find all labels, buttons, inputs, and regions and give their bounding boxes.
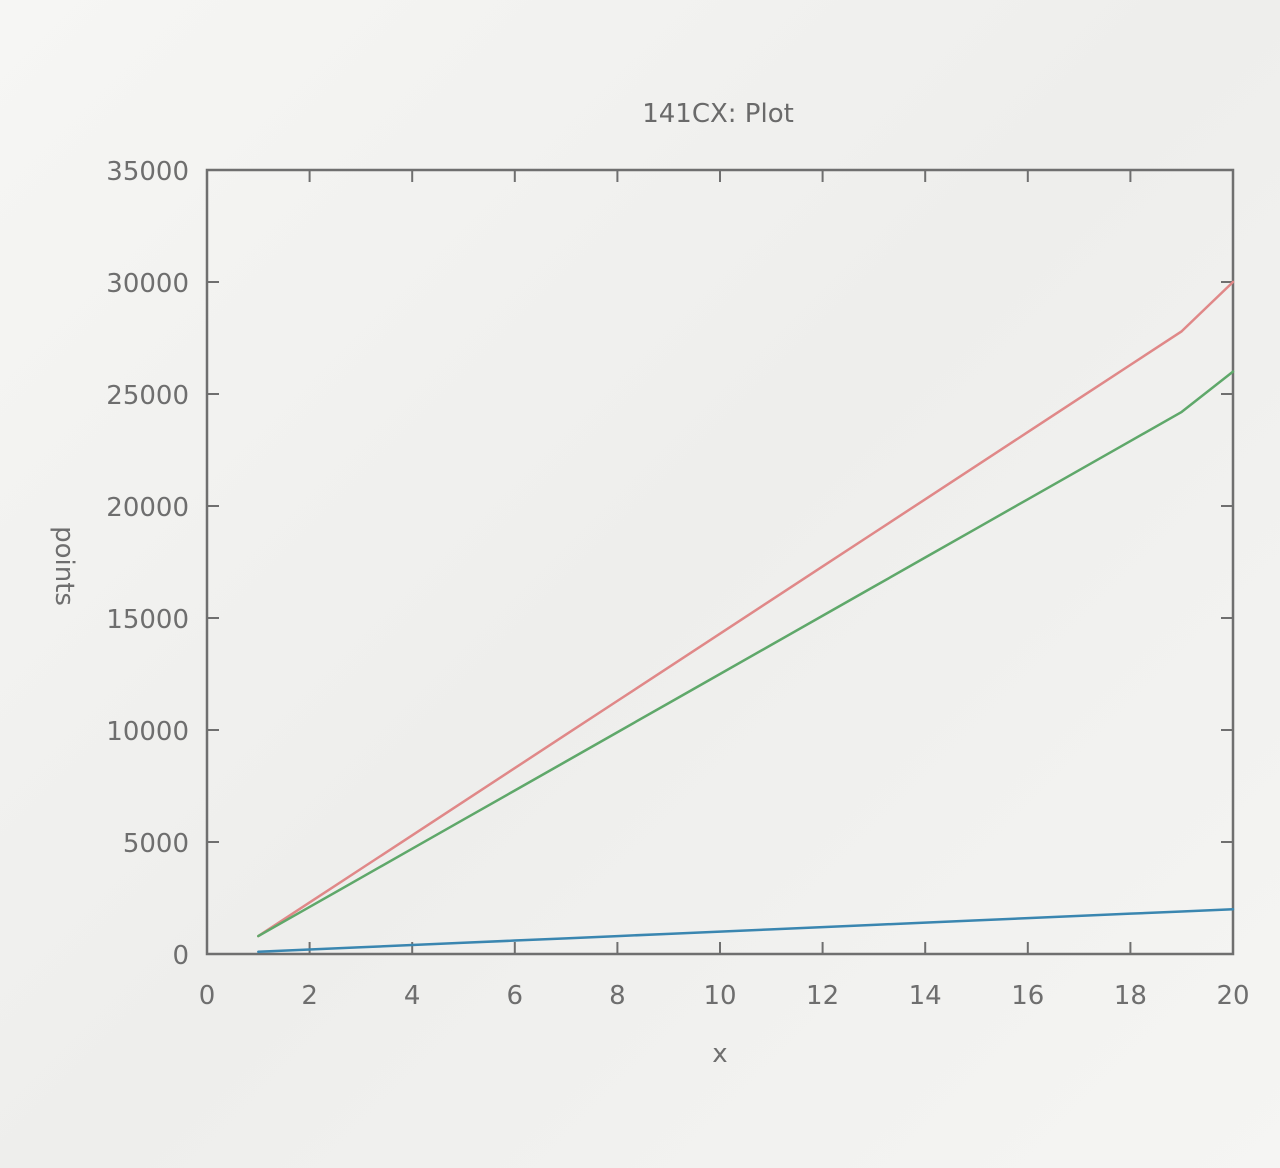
x-tick-label: 12: [806, 981, 839, 1011]
y-axis-ticks: 0 5000 10000 15000 20000 25000 30000 35000: [106, 157, 1233, 971]
x-tick-label: 2: [301, 981, 318, 1011]
x-tick-label: 20: [1216, 981, 1249, 1011]
y-tick-label: 5000: [123, 829, 189, 859]
y-axis-label: points: [49, 526, 79, 606]
x-tick-label: 16: [1011, 981, 1044, 1011]
y-tick-label: 30000: [106, 269, 189, 299]
x-tick-label: 14: [909, 981, 942, 1011]
y-tick-label: 0: [172, 941, 189, 971]
x-tick-label: 0: [199, 981, 216, 1011]
x-tick-label: 6: [507, 981, 524, 1011]
series-line-1: [257, 280, 1235, 938]
y-tick-label: 20000: [106, 493, 189, 523]
x-axis-ticks: 0 2 4 6 8 10 12 14 16 18 20: [199, 170, 1250, 1011]
x-tick-label: 10: [703, 981, 736, 1011]
series-line-3: [257, 907, 1235, 954]
y-tick-label: 25000: [106, 381, 189, 411]
x-axis-label: x: [712, 1039, 727, 1069]
x-tick-label: 18: [1114, 981, 1147, 1011]
y-tick-label: 35000: [106, 157, 189, 187]
x-tick-label: 8: [609, 981, 626, 1011]
y-tick-label: 15000: [106, 605, 189, 635]
y-tick-label: 10000: [106, 717, 189, 747]
chart-title: 141CX: Plot: [642, 99, 794, 129]
plot-frame: [205, 168, 1235, 956]
x-tick-label: 4: [404, 981, 421, 1011]
series-line-2: [257, 370, 1235, 938]
series-lines: [257, 280, 1235, 954]
